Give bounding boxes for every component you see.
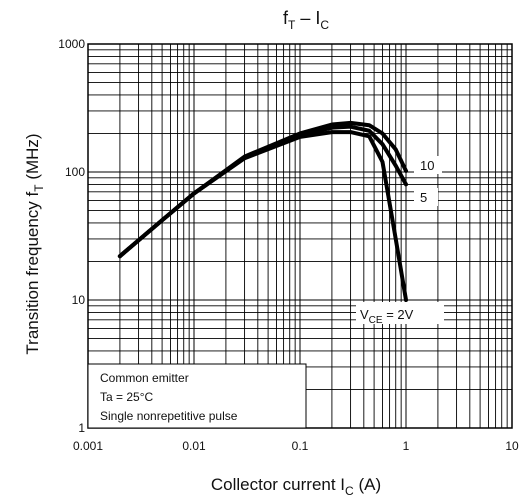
chart-title: fT – IC — [283, 8, 329, 32]
x-tick-label: 0.001 — [73, 439, 103, 453]
series-label-10: 10 — [420, 158, 434, 173]
y-tick-label: 10 — [72, 293, 86, 307]
series-label-background — [414, 188, 438, 206]
y-tick-label: 1000 — [58, 37, 85, 51]
x-tick-label: 0.1 — [292, 439, 309, 453]
condition-note-line-2: Ta = 25°C — [100, 390, 153, 404]
condition-note-line-3: Single nonrepetitive pulse — [100, 409, 238, 423]
label-layer: 0.001 0.01 0.1 1 10 1000 100 10 1 VCE = 2V 5 10 — [58, 37, 519, 453]
series-line — [117, 130, 408, 302]
condition-note-line-1: Common emitter — [100, 371, 189, 385]
x-axis-title: Collector current IC (A) — [211, 475, 381, 497]
y-axis-title: Transition frequency fT (MHz) — [23, 133, 46, 354]
curve-layer — [117, 120, 408, 302]
y-tick-label: 1 — [78, 421, 85, 435]
series-line — [117, 120, 408, 259]
series-label-background — [414, 156, 442, 174]
series-label-vce-2v: VCE = 2V — [360, 307, 414, 326]
y-tick-label: 100 — [65, 165, 85, 179]
series-label-5: 5 — [420, 190, 427, 205]
series-label-background — [356, 302, 444, 324]
condition-note: Common emitter Ta = 25°C Single nonrepet… — [87, 363, 307, 429]
x-tick-label: 10 — [505, 439, 519, 453]
condition-note-box — [87, 363, 307, 429]
x-tick-label: 0.01 — [182, 439, 206, 453]
x-tick-label: 1 — [403, 439, 410, 453]
